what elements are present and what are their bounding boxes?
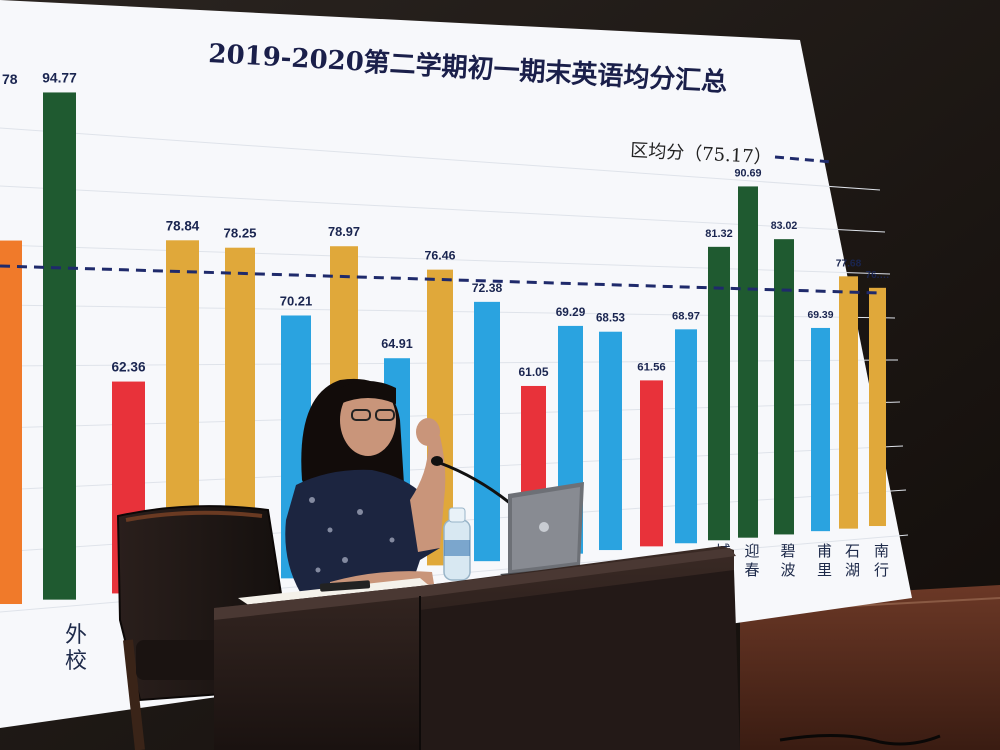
bar-data-label: 72.38 [472,281,503,295]
category-label: 迎 [744,542,759,560]
bar-data-label: 69.29 [556,305,586,319]
chart-bar [43,92,76,600]
chart-bar [640,380,663,547]
category-label: 石 [845,542,860,560]
bar-data-label: 78.97 [328,224,360,239]
bar-data-label: 94.77 [42,70,77,85]
water-bottle [443,507,471,581]
chart-bar [708,246,730,541]
bar-data-label: 62.36 [111,360,145,375]
category-label: 里 [817,561,832,579]
category-label: 湖 [845,561,860,579]
phone [319,580,371,592]
district-average-line [0,264,881,295]
chart-bar [738,186,758,538]
bar-data-label: 81.32 [705,228,733,240]
chart-bar [0,240,22,605]
bar-data-label: 77.68 [836,258,862,269]
presenter-person [285,378,446,592]
lectern-desk [214,546,740,750]
bar-data-label: 78.25 [223,226,256,241]
bar-data-label: 90.69 [734,167,761,179]
bar-data-label: 68.97 [672,310,700,322]
bar-data-label: 70.21 [280,293,313,308]
category-label: 甫 [817,542,832,560]
chart-bar [869,287,886,527]
category-label: 春 [744,561,759,579]
category-label: 校 [65,649,87,674]
bar-data-label: 76.46 [424,249,455,263]
category-label: 行 [874,561,889,579]
chart-bar [474,301,500,562]
chart-bar [811,327,830,532]
presenter-body [285,469,440,592]
legend-dash-sample [774,155,833,164]
bar-data-label: 78 [2,71,18,87]
bar-data-label: 78.84 [166,218,200,233]
chart-bar [599,331,622,551]
chart-bar [839,276,858,529]
category-label: 波 [780,561,795,579]
category-label: 南 [874,542,889,560]
category-label: 外 [65,623,87,648]
floor-cables [779,733,941,746]
bar-data-label: 69.39 [807,310,833,321]
bar-data-label: 68.53 [596,312,626,325]
desk-papers [238,578,432,606]
bar-data-label: 61.56 [637,361,666,373]
bar-data-label: 61.05 [518,365,548,379]
bar-data-label: 76.… [866,270,890,281]
stage-floor [740,585,1000,750]
bar-data-label: 83.02 [771,220,798,232]
category-label: 碧 [780,542,795,560]
bar-data-label: 64.91 [381,337,413,351]
chart-bar [675,329,697,544]
chart-bar [774,239,794,535]
